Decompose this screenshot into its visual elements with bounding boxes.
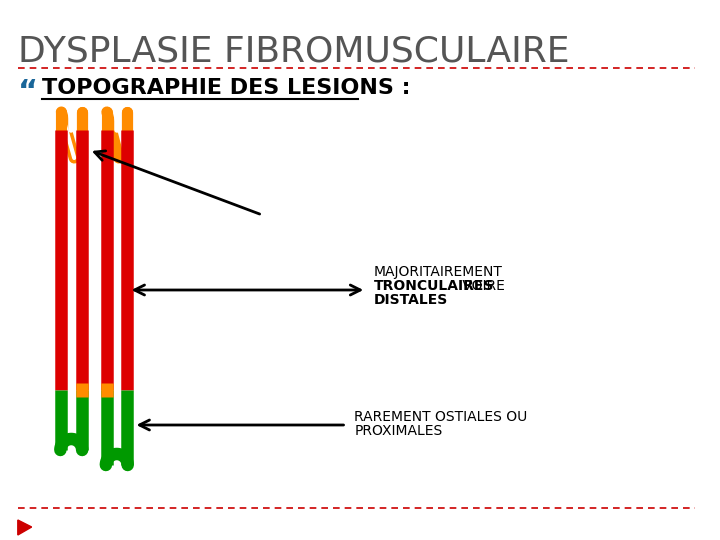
Polygon shape [18,520,32,535]
Text: VOIRE: VOIRE [458,279,505,293]
Text: TRONCULAIRES: TRONCULAIRES [374,279,495,293]
Text: “: “ [18,78,38,107]
Text: DISTALES: DISTALES [374,293,449,307]
Text: MAJORITAIREMENT: MAJORITAIREMENT [374,265,503,279]
Text: TOPOGRAPHIE DES LESIONS :: TOPOGRAPHIE DES LESIONS : [42,78,410,98]
Text: DYSPLASIE FIBROMUSCULAIRE: DYSPLASIE FIBROMUSCULAIRE [18,35,570,69]
Text: RAREMENT OSTIALES OU: RAREMENT OSTIALES OU [354,410,528,424]
Text: PROXIMALES: PROXIMALES [354,424,443,438]
